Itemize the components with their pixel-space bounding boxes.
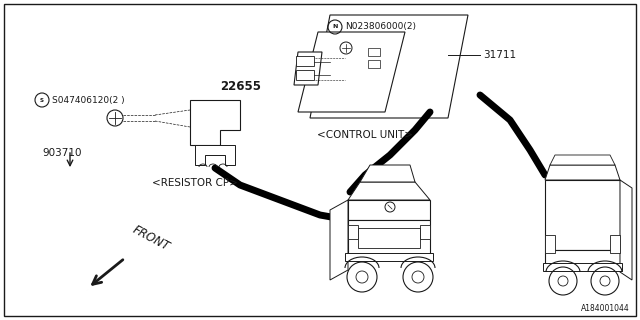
Polygon shape [545, 250, 620, 265]
Bar [610, 235, 620, 253]
Text: S047406120(2 ): S047406120(2 ) [52, 95, 125, 105]
Polygon shape [360, 165, 415, 182]
Polygon shape [348, 182, 430, 200]
Polygon shape [620, 180, 632, 280]
Text: S: S [40, 98, 44, 102]
Polygon shape [298, 32, 405, 112]
Text: N023806000(2): N023806000(2) [345, 22, 416, 31]
Polygon shape [294, 52, 322, 85]
Bar [545, 235, 555, 253]
Bar [543, 263, 622, 271]
Bar [296, 70, 314, 80]
Polygon shape [550, 155, 615, 165]
Polygon shape [348, 220, 430, 255]
Text: A184001044: A184001044 [581, 304, 630, 313]
Text: <CONTROL UNIT>: <CONTROL UNIT> [317, 130, 413, 140]
Text: 22655: 22655 [220, 80, 261, 93]
Bar [420, 225, 430, 239]
Polygon shape [195, 145, 235, 165]
Text: 31711: 31711 [483, 50, 516, 60]
Bar [345, 253, 433, 261]
Bar [358, 228, 420, 248]
Text: 903710: 903710 [42, 148, 81, 158]
Bar [368, 60, 380, 68]
Polygon shape [545, 180, 620, 250]
Polygon shape [330, 200, 348, 280]
Polygon shape [190, 100, 240, 145]
Bar [348, 225, 358, 239]
Text: FRONT: FRONT [130, 223, 172, 253]
Polygon shape [310, 15, 468, 118]
Polygon shape [348, 200, 430, 220]
Polygon shape [545, 165, 620, 180]
Text: N: N [332, 25, 338, 29]
Bar [296, 56, 314, 66]
Bar [368, 48, 380, 56]
Text: <RESISTOR CP>: <RESISTOR CP> [152, 178, 238, 188]
